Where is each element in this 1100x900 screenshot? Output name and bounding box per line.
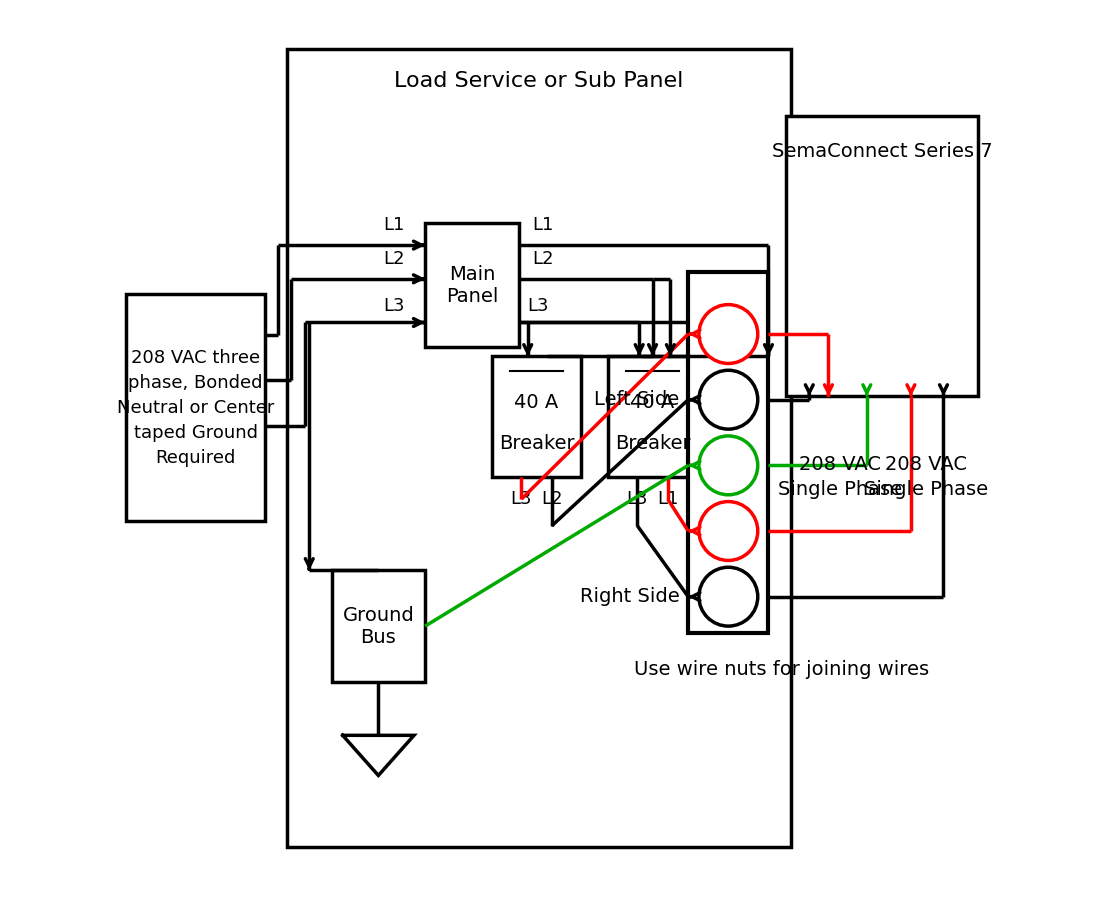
Text: 208 VAC
Single Phase: 208 VAC Single Phase (865, 454, 988, 499)
Text: 40 A: 40 A (515, 392, 559, 411)
Text: 208 VAC three
phase, Bonded
Neutral or Center
taped Ground
Required: 208 VAC three phase, Bonded Neutral or C… (117, 348, 274, 466)
Circle shape (698, 567, 758, 626)
Text: Breaker: Breaker (498, 434, 574, 453)
Text: L1: L1 (383, 216, 405, 234)
Text: Right Side: Right Side (580, 587, 680, 607)
Text: Left Side: Left Side (594, 391, 680, 410)
Bar (608, 356, 697, 477)
Text: L2: L2 (532, 250, 553, 268)
Bar (426, 222, 519, 347)
Bar (786, 115, 978, 397)
Circle shape (698, 304, 758, 364)
Text: Breaker: Breaker (615, 434, 691, 453)
Text: L2: L2 (541, 491, 562, 508)
Bar (689, 272, 769, 633)
Text: L3: L3 (510, 491, 532, 508)
Text: L3: L3 (528, 297, 549, 315)
Text: L2: L2 (383, 250, 405, 268)
Bar (126, 294, 265, 521)
Text: Main
Panel: Main Panel (446, 265, 498, 305)
Text: 40 A: 40 A (630, 392, 674, 411)
Bar (287, 49, 791, 847)
Bar (492, 356, 581, 477)
Text: L3: L3 (383, 297, 405, 315)
Text: Ground
Bus: Ground Bus (342, 606, 415, 646)
Text: 208 VAC
Single Phase: 208 VAC Single Phase (778, 454, 902, 499)
Text: L3: L3 (627, 491, 648, 508)
Text: Use wire nuts for joining wires: Use wire nuts for joining wires (635, 660, 930, 679)
Circle shape (698, 501, 758, 561)
Text: SemaConnect Series 7: SemaConnect Series 7 (772, 142, 992, 161)
Text: L1: L1 (657, 491, 679, 508)
Text: L1: L1 (532, 216, 553, 234)
Circle shape (698, 370, 758, 429)
Text: Load Service or Sub Panel: Load Service or Sub Panel (394, 71, 683, 91)
Circle shape (698, 436, 758, 495)
Bar (331, 571, 426, 682)
